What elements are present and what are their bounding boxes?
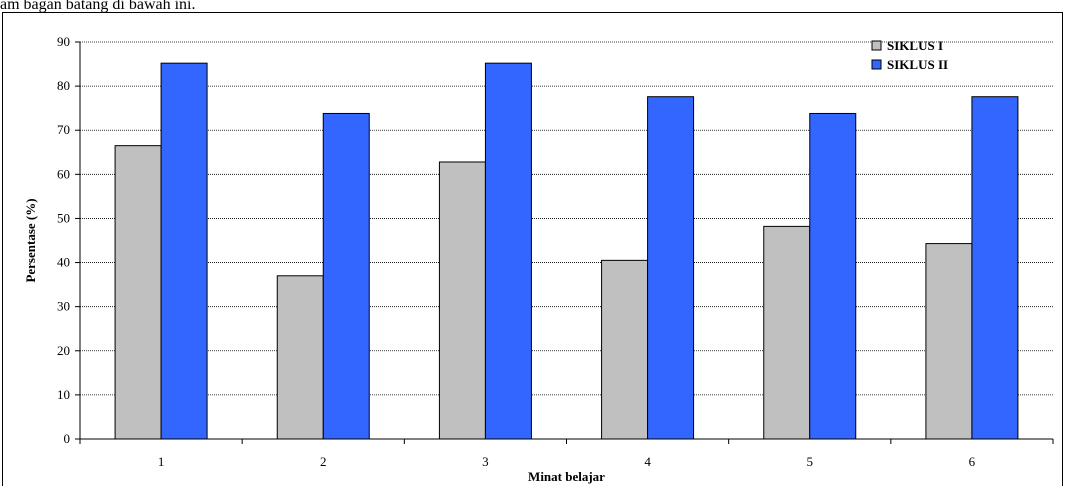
bar-siklus-2-2	[322, 112, 370, 440]
bar-siklus-1-2	[276, 275, 324, 440]
legend-swatch-siklus-2	[871, 59, 882, 70]
y-tick-label: 50	[57, 210, 70, 225]
x-tick-label: 6	[969, 454, 976, 469]
bar-siklus-2-1	[160, 62, 208, 440]
bars	[114, 62, 1019, 440]
x-tick-label: 4	[644, 454, 651, 469]
legend: SIKLUS I SIKLUS II	[871, 38, 948, 72]
axes	[75, 41, 1054, 444]
y-tick-label: 60	[57, 166, 70, 181]
caption-text: am bagan batang di bawah ini.	[0, 0, 196, 13]
legend-swatch-siklus-1	[871, 40, 882, 51]
y-tick-label: 20	[57, 343, 70, 358]
bar-siklus-2-5	[809, 112, 857, 440]
bar-siklus-2-6	[971, 96, 1019, 440]
x-axis-label: Minat belajar	[528, 469, 605, 484]
legend-label-siklus-2: SIKLUS II	[887, 57, 948, 72]
bar-siklus-1-1	[114, 145, 162, 440]
y-tick-labels: 0 10 20 30 40 50 60 70 80 90	[57, 34, 70, 446]
x-tick-label: 2	[320, 454, 327, 469]
y-axis-label: Persentase (%)	[23, 198, 38, 282]
x-tick-label: 1	[158, 454, 165, 469]
y-tick-label: 80	[57, 78, 70, 93]
x-tick-labels: 1 2 3 4 5 6	[158, 454, 976, 469]
bar-siklus-1-6	[925, 243, 973, 440]
y-tick-label: 90	[57, 34, 70, 49]
bar-siklus-1-5	[763, 225, 811, 440]
chart-frame	[2, 12, 1063, 486]
legend-label-siklus-1: SIKLUS I	[887, 38, 943, 53]
y-tick-label: 30	[57, 299, 70, 314]
x-tick-label: 3	[482, 454, 489, 469]
y-tick-label: 0	[64, 431, 71, 446]
x-tick-label: 5	[807, 454, 814, 469]
gridlines	[80, 41, 1053, 396]
bar-siklus-2-3	[484, 62, 532, 440]
y-tick-label: 70	[57, 122, 70, 137]
bar-siklus-1-4	[601, 259, 649, 440]
bar-siklus-1-3	[438, 161, 486, 440]
y-tick-label: 10	[57, 387, 70, 402]
bar-siklus-2-4	[647, 96, 695, 440]
y-tick-label: 40	[57, 255, 70, 270]
